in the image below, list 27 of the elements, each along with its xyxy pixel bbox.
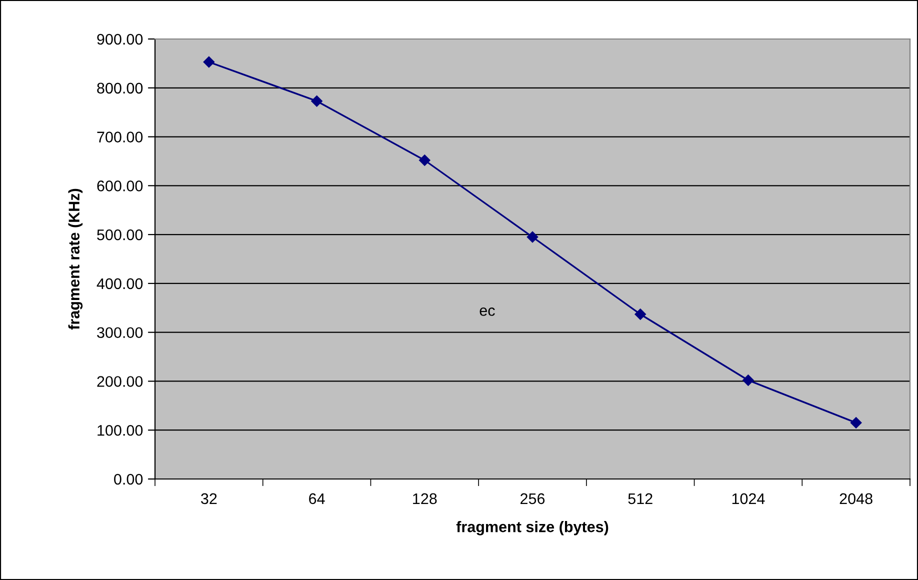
y-tick-label: 500.00 xyxy=(97,229,143,240)
point xyxy=(203,56,215,68)
point xyxy=(311,95,322,107)
y-tick-label: 0.00 xyxy=(114,474,143,485)
y-tick-label: 300.00 xyxy=(97,327,143,338)
point xyxy=(742,374,754,386)
x-tick-label: 2048 xyxy=(840,493,872,504)
x-axis-title: fragment size (bytes) xyxy=(456,521,608,536)
y-tick-label: 100.00 xyxy=(98,424,143,436)
point xyxy=(419,154,430,166)
y-tick-label: 400.00 xyxy=(96,278,143,290)
point xyxy=(850,417,862,428)
y-tick-label: 700.00 xyxy=(97,132,143,142)
point xyxy=(526,231,538,243)
x-tick-label: 256 xyxy=(520,493,545,504)
y-tick-label: 800.00 xyxy=(97,82,143,94)
annotation: ec xyxy=(480,308,495,316)
x-tick-label: 128 xyxy=(413,493,437,504)
y-axis-title: fragment rate (KHz) xyxy=(68,188,83,330)
y-tick-label: 600.00 xyxy=(97,180,143,192)
y-tick-label: 900.00 xyxy=(97,34,143,45)
y-tick-label: 200.00 xyxy=(97,376,143,387)
x-tick-label: 1024 xyxy=(732,493,765,504)
point xyxy=(634,308,646,320)
x-tick-label: 32 xyxy=(201,493,217,504)
x-tick-label: 64 xyxy=(309,493,325,504)
x-tick-label: 512 xyxy=(628,493,652,504)
